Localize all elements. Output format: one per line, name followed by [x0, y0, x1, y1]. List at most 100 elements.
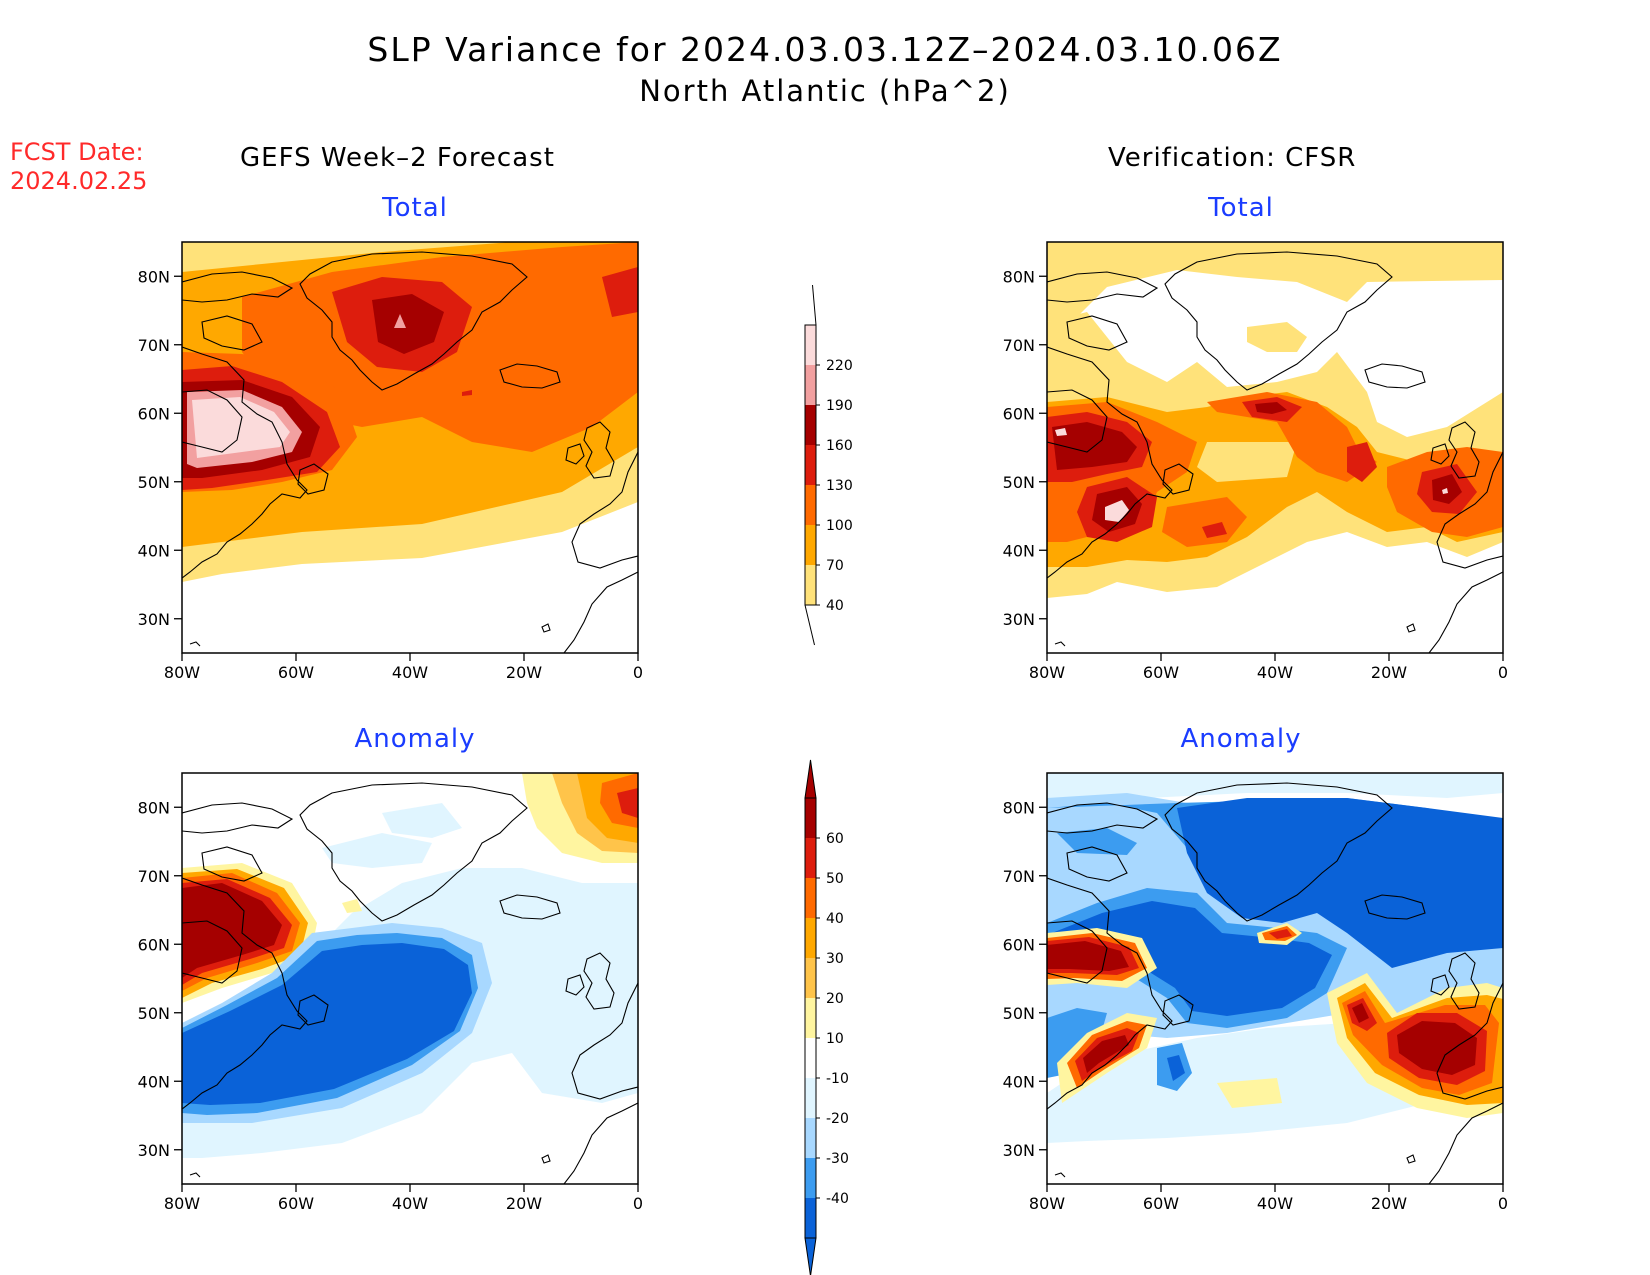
lon-tick-label-verification-total: 20W: [1371, 663, 1407, 682]
colorbar-anomaly: 60 50 40 30 20 10 -10 -20 -30 -40: [804, 759, 849, 1275]
fcst-date: 2024.02.25: [10, 167, 148, 195]
colorbar-segment: [805, 958, 816, 998]
colorbar-label: 40: [826, 598, 844, 614]
lat-tick-label-forecast-total: 40N: [138, 541, 170, 560]
colorbar-frame: [804, 324, 817, 606]
lon-tick-label-verification-anomaly: 0: [1498, 1194, 1508, 1213]
colorbar-label: 50: [826, 871, 844, 887]
lat-tick-label-verification-anomaly: 60N: [1003, 935, 1035, 954]
lat-tick-label-verification-total: 60N: [1003, 404, 1035, 423]
map-forecast-total: [182, 242, 638, 653]
colorbar-bottom-arrow: [804, 1237, 817, 1275]
colorbar-segment: [805, 1118, 816, 1158]
colorbar-segment: [805, 878, 816, 918]
lon-tick-label-forecast-total: 40W: [392, 663, 428, 682]
lat-tick-label-forecast-anomaly: 60N: [138, 935, 170, 954]
colorbar-label: 220: [826, 358, 853, 374]
colorbar-label: -40: [826, 1191, 849, 1207]
colorbar-segment: [805, 365, 816, 405]
lat-tick-label-forecast-total: 30N: [138, 610, 170, 629]
panel-title-verification-anomaly: Anomaly: [1180, 724, 1302, 754]
forecast-date-label: FCST Date: 2024.02.25: [10, 138, 147, 196]
colorbar-label: 40: [826, 911, 844, 927]
map-verification-anomaly: [1047, 773, 1503, 1184]
colorbar-label: -10: [826, 1071, 849, 1087]
colorbar-top-arrow: [804, 759, 817, 799]
lon-tick-label-forecast-anomaly: 40W: [392, 1194, 428, 1213]
lon-tick-label-forecast-anomaly: 60W: [278, 1194, 314, 1213]
lat-tick-label-verification-anomaly: 50N: [1003, 1004, 1035, 1023]
lat-tick-label-forecast-anomaly: 30N: [138, 1141, 170, 1160]
lat-tick-label-forecast-total: 70N: [138, 336, 170, 355]
lat-tick-label-verification-total: 40N: [1003, 541, 1035, 560]
colorbar-label: 160: [826, 438, 853, 454]
lon-tick-label-forecast-anomaly: 0: [633, 1194, 643, 1213]
lon-tick-label-forecast-total: 80W: [164, 663, 200, 682]
figure-subtitle: North Atlantic (hPa^2): [639, 74, 1011, 108]
figure-title: SLP Variance for 2024.03.03.12Z–2024.03.…: [367, 30, 1283, 69]
colorbar-label: 190: [826, 398, 853, 414]
axes-layer: 80N 70N 60N 50N 40N 30N 80W 60W 40W 20W 0 80N 70N 60N…: [138, 267, 1508, 1213]
lon-tick-label-verification-total: 60W: [1143, 663, 1179, 682]
colorbar-segment: [805, 1038, 816, 1078]
lat-tick-label-verification-anomaly: 80N: [1003, 798, 1035, 817]
colorbar-segment: [805, 918, 816, 958]
colorbar-segment: [805, 998, 816, 1038]
colorbar-segment: [805, 1198, 816, 1238]
lat-tick-label-forecast-anomaly: 50N: [138, 1004, 170, 1023]
colorbar-segment: [805, 565, 816, 605]
colorbar-segment: [805, 798, 816, 838]
panel-title-forecast-anomaly: Anomaly: [354, 724, 476, 754]
colorbar-label: 130: [826, 478, 853, 494]
lat-tick-label-forecast-anomaly: 70N: [138, 867, 170, 886]
colorbar-segment: [805, 1078, 816, 1118]
colorbar-segment: [805, 838, 816, 878]
colorbar-bottom-tail: [804, 604, 815, 646]
lat-tick-label-verification-anomaly: 30N: [1003, 1141, 1035, 1160]
lat-tick-label-verification-anomaly: 40N: [1003, 1072, 1035, 1091]
lon-tick-label-verification-anomaly: 20W: [1371, 1194, 1407, 1213]
lat-tick-label-forecast-total: 60N: [138, 404, 170, 423]
lat-tick-label-verification-anomaly: 70N: [1003, 867, 1035, 886]
lat-tick-label-forecast-anomaly: 80N: [138, 798, 170, 817]
colorbar-segment: [805, 485, 816, 525]
lon-tick-label-forecast-total: 20W: [506, 663, 542, 682]
colorbar-label: -30: [826, 1151, 849, 1167]
column-title-forecast: GEFS Week–2 Forecast: [240, 143, 555, 173]
colorbar-total: 220 190 160 130 100 70 40: [804, 284, 853, 646]
lon-tick-label-forecast-total: 60W: [278, 663, 314, 682]
lon-tick-label-verification-anomaly: 60W: [1143, 1194, 1179, 1213]
lon-tick-label-forecast-total: 0: [633, 663, 643, 682]
lon-tick-label-forecast-anomaly: 20W: [506, 1194, 542, 1213]
lon-tick-label-verification-total: 0: [1498, 663, 1508, 682]
lat-tick-label-forecast-total: 80N: [138, 267, 170, 286]
lat-tick-label-verification-total: 30N: [1003, 610, 1035, 629]
lat-tick-label-verification-total: 70N: [1003, 336, 1035, 355]
fcst-label: FCST Date:: [10, 138, 144, 166]
colorbar-segment: [805, 445, 816, 485]
lon-tick-label-verification-total: 80W: [1029, 663, 1065, 682]
lon-tick-label-verification-total: 40W: [1257, 663, 1293, 682]
colorbar-segment: [805, 325, 816, 365]
panel-title-verification-total: Total: [1208, 193, 1274, 223]
lat-tick-label-forecast-anomaly: 40N: [138, 1072, 170, 1091]
lat-tick-label-forecast-total: 50N: [138, 473, 170, 492]
colorbar-segment: [805, 405, 816, 445]
colorbar-label: 60: [826, 831, 844, 847]
map-verification-total: [1047, 242, 1503, 653]
colorbar-label: 30: [826, 951, 844, 967]
lon-tick-label-forecast-anomaly: 80W: [164, 1194, 200, 1213]
lat-tick-label-verification-total: 80N: [1003, 267, 1035, 286]
lon-tick-label-verification-anomaly: 40W: [1257, 1194, 1293, 1213]
lat-tick-label-verification-total: 50N: [1003, 473, 1035, 492]
column-title-verification: Verification: CFSR: [1108, 143, 1357, 173]
colorbar-label: -20: [826, 1111, 849, 1127]
colorbar-label: 10: [826, 1031, 844, 1047]
colorbar-label: 70: [826, 558, 844, 574]
colorbar-top-tail: [812, 284, 817, 326]
lon-tick-label-verification-anomaly: 80W: [1029, 1194, 1065, 1213]
panel-title-forecast-total: Total: [382, 193, 448, 223]
colorbar-segment: [805, 525, 816, 565]
colorbar-label: 20: [826, 991, 844, 1007]
